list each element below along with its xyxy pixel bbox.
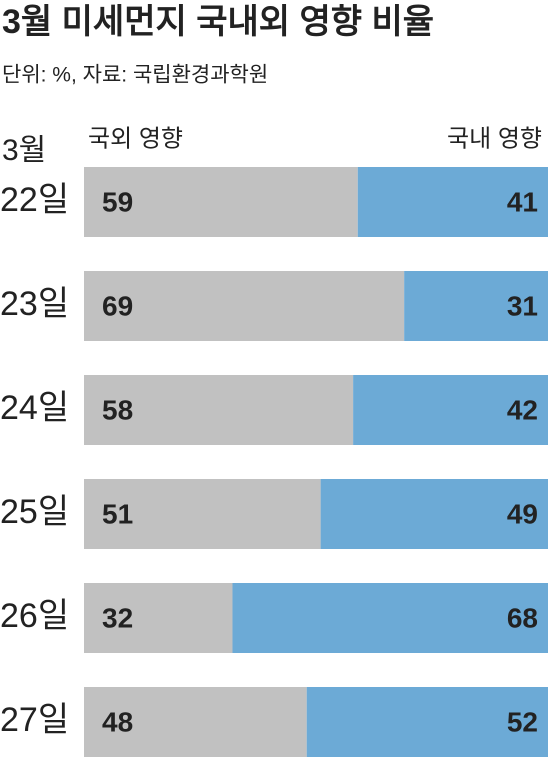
category-label: 27일 [0,701,69,739]
chart-subtitle: 단위: %, 자료: 국립환경과학원 [2,64,268,87]
value-label: 59 [102,186,133,217]
chart-title: 3월 미세먼지 국내외 영향 비율 [2,3,434,41]
value-label: 42 [507,394,538,425]
value-label: 32 [102,602,133,633]
value-label: 68 [507,602,538,633]
category-label: 24일 [0,389,69,427]
value-label: 69 [102,290,133,321]
legend-label: 국외 영향 [88,125,183,152]
value-label: 58 [102,394,133,425]
value-label: 48 [102,706,133,737]
category-label: 26일 [0,597,69,635]
value-label: 49 [507,498,538,529]
legend-label: 국내 영향 [447,125,542,152]
category-label: 23일 [0,285,69,323]
bar-segment [232,583,548,653]
bar-segment [353,375,548,445]
month-label: 3월 [2,134,46,167]
bar-segment [84,167,358,237]
value-label: 41 [507,186,538,217]
bar-segment [320,479,548,549]
bar-segment [84,583,233,653]
value-label: 52 [507,706,538,737]
bar-segment [306,687,548,757]
bar-segment [84,375,354,445]
bar-segment [84,687,307,757]
bar-segment [84,479,321,549]
bar-segment [404,271,548,341]
value-label: 31 [507,290,538,321]
category-label: 22일 [0,181,69,219]
bar-segment [84,271,405,341]
category-label: 25일 [0,493,69,531]
bar-segment [357,167,548,237]
value-label: 51 [102,498,133,529]
